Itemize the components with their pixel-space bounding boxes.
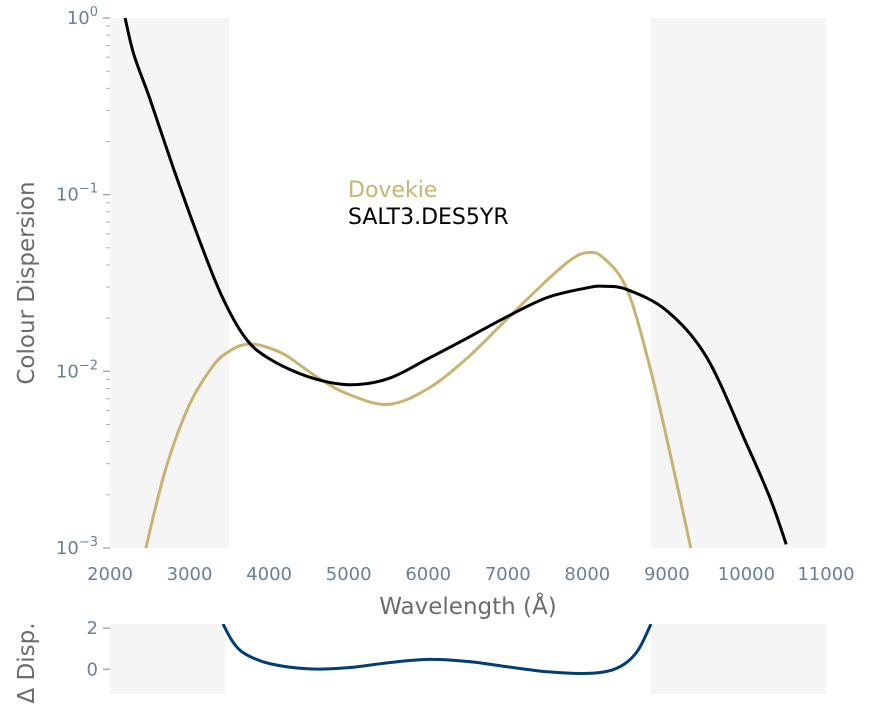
y-tick-label: 10−3 xyxy=(56,535,98,559)
y-tick-exponent: 0 xyxy=(90,5,98,20)
legend-entry: SALT3.DES5YR xyxy=(348,205,509,230)
x-tick-label: 3000 xyxy=(167,564,213,585)
y-tick-exponent: −1 xyxy=(79,182,98,197)
x-axis-label: Wavelength (Å) xyxy=(379,592,556,620)
residual-series-line xyxy=(221,624,653,675)
y-tick-exponent: −2 xyxy=(79,358,98,373)
x-tick-label: 7000 xyxy=(485,564,531,585)
y-tick-label: 100 xyxy=(67,5,98,29)
residual-y-tick-label: 0 xyxy=(87,659,98,680)
legend-entry: Dovekie xyxy=(348,178,437,203)
series-line-salt3-des5yr xyxy=(123,17,788,545)
main-series-lines xyxy=(123,17,788,549)
y-tick-base: 10 xyxy=(56,538,79,559)
shaded-region-1 xyxy=(650,18,826,548)
residual-y-tick-label: 2 xyxy=(87,618,98,639)
x-tick-label: 2000 xyxy=(87,564,133,585)
x-tick-label: 10000 xyxy=(718,564,775,585)
main-x-ticks: 2000 3000 4000 5000 6000 7000 8000 9000 10000 110… xyxy=(87,564,855,585)
y-tick-exponent: −3 xyxy=(79,535,98,550)
residual-line xyxy=(221,624,653,675)
shaded-region-0 xyxy=(110,18,230,548)
main-panel: 10−310−210−1100 2000 3000 4000 5000 6000 7000… xyxy=(14,5,855,620)
x-tick-label: 9000 xyxy=(644,564,690,585)
x-tick-label: 6000 xyxy=(405,564,451,585)
residual-panel: 02 Δ Disp. xyxy=(14,618,826,704)
x-tick-label: 11000 xyxy=(797,564,854,585)
x-tick-label: 4000 xyxy=(246,564,292,585)
residual-shaded-region-0 xyxy=(110,624,226,694)
main-shaded-regions xyxy=(110,18,826,548)
y-tick-base: 10 xyxy=(56,361,79,382)
main-y-ticks: 10−310−210−1100 xyxy=(56,5,110,559)
y-tick-label: 10−1 xyxy=(56,182,98,206)
residual-y-axis-label: Δ Disp. xyxy=(14,622,40,703)
y-tick-base: 10 xyxy=(67,8,90,29)
x-tick-label: 5000 xyxy=(326,564,372,585)
y-tick-base: 10 xyxy=(56,185,79,206)
y-tick-label: 10−2 xyxy=(56,358,98,382)
x-tick-label: 8000 xyxy=(564,564,610,585)
y-axis-label: Colour Dispersion xyxy=(14,181,40,384)
residual-shaded-region-1 xyxy=(650,624,826,694)
residual-y-ticks: 02 xyxy=(87,618,110,680)
residual-shaded-regions xyxy=(110,624,826,694)
